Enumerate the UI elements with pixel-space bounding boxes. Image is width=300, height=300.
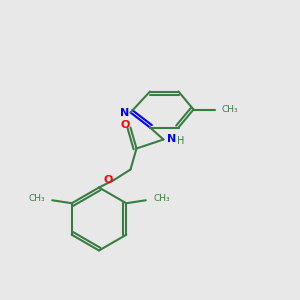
Text: O: O — [104, 175, 113, 185]
Text: O: O — [120, 119, 130, 130]
Text: CH₃: CH₃ — [153, 194, 170, 203]
Text: CH₃: CH₃ — [222, 105, 238, 114]
Text: H: H — [177, 136, 184, 146]
Text: N: N — [167, 134, 176, 145]
Text: N: N — [121, 107, 130, 118]
Text: CH₃: CH₃ — [28, 194, 45, 203]
